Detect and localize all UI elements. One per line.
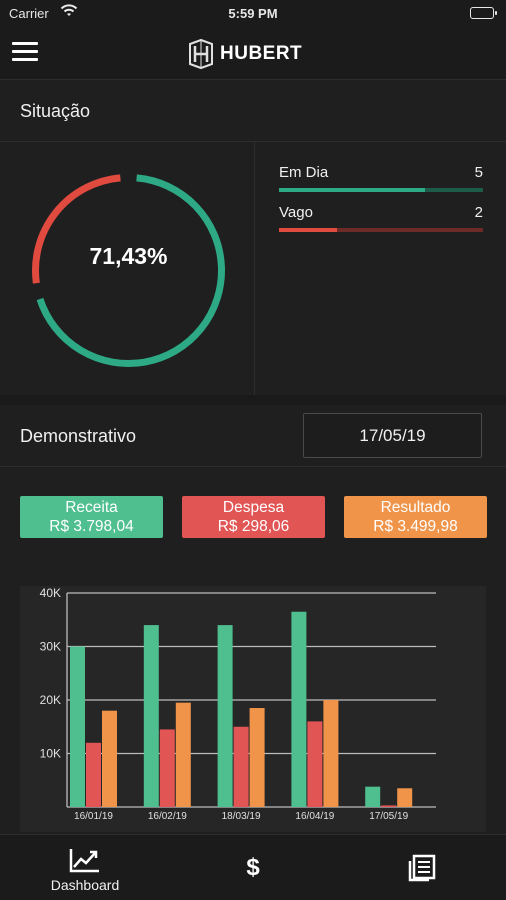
x-tick-label: 16/04/19	[295, 811, 334, 822]
bar-receita-2	[217, 625, 233, 807]
hubert-logo-icon	[189, 38, 213, 70]
bar-receita-1	[143, 625, 159, 807]
bar-despesa-1	[159, 729, 175, 807]
receita-label: Receita	[65, 499, 118, 516]
stat-progress-track	[279, 188, 483, 192]
bar-despesa-0	[86, 742, 101, 807]
bar-chart-svg: 40K 30K 20K 10K 16/01/19 16/02/19 18/03/19 16/0…	[40, 586, 436, 822]
bar-resultado-4	[397, 788, 413, 807]
bar-receita-0	[70, 646, 85, 807]
bar-despesa-4	[381, 805, 397, 807]
bar-resultado-1	[175, 702, 191, 807]
y-tick-label: 20K	[40, 693, 61, 707]
occupancy-donut-chart	[32, 174, 225, 367]
despesa-label: Despesa	[222, 499, 285, 516]
section-divider	[0, 395, 506, 405]
y-tick-label: 30K	[40, 640, 61, 654]
stat-count: 5	[474, 164, 483, 181]
y-tick-label: 10K	[40, 747, 61, 761]
donut-segment-em-dia	[36, 174, 225, 367]
tab-dashboard[interactable]: Dashboard	[25, 835, 145, 900]
nav-bar: HUBERT	[0, 26, 506, 80]
bar-resultado-0	[102, 710, 117, 807]
stat-label: Vago	[279, 204, 313, 221]
demonstrativo-title: Demonstrativo	[20, 426, 137, 446]
situacao-header: Situação	[0, 80, 506, 142]
battery-icon	[470, 7, 497, 19]
donut-segment-vago	[32, 174, 121, 284]
menu-icon[interactable]	[12, 42, 38, 64]
wifi-icon	[60, 4, 78, 21]
occupancy-percent: 71,43%	[89, 243, 168, 269]
bar-resultado-3	[323, 700, 339, 807]
stat-row-em-dia: Em Dia 5	[279, 164, 483, 204]
status-bar: Carrier 5:59 PM	[0, 0, 506, 26]
stat-progress-track	[279, 228, 483, 232]
monthly-bar-chart: 40K 30K 20K 10K 16/01/19 16/02/19 18/03/19 16/0…	[20, 586, 486, 832]
x-tick-label: 17/05/19	[369, 811, 408, 822]
carrier-label: Carrier	[9, 6, 49, 21]
y-tick-label: 40K	[40, 586, 61, 600]
bar-receita-3	[291, 611, 307, 807]
bar-receita-4	[365, 786, 381, 807]
bar-despesa-3	[307, 721, 323, 807]
situacao-title: Situação	[20, 101, 91, 121]
stat-progress-fill	[279, 228, 338, 232]
dollar-icon: $	[246, 854, 260, 881]
receita-summary: Receita R$ 3.798,04	[20, 496, 163, 538]
bar-despesa-2	[233, 726, 249, 807]
stat-progress-fill	[279, 188, 425, 192]
brand-name: HUBERT	[220, 43, 303, 64]
bar-resultado-2	[249, 708, 265, 807]
date-picker[interactable]: 17/05/19	[303, 413, 482, 458]
occupancy-donut-panel: 71,43%	[0, 142, 255, 395]
despesa-value: R$ 298,06	[217, 518, 290, 535]
clock-label: 5:59 PM	[228, 6, 278, 21]
tab-bar: Dashboard $	[0, 834, 506, 900]
resultado-summary: Resultado R$ 3.499,98	[344, 496, 487, 538]
occupancy-stats-panel: Em Dia 5 Vago 2	[255, 142, 506, 395]
despesa-summary: Despesa R$ 298,06	[182, 496, 325, 538]
stat-row-vago: Vago 2	[279, 204, 483, 244]
tab-finance[interactable]: $	[193, 835, 313, 900]
demonstrativo-header: Demonstrativo	[0, 405, 506, 467]
document-list-icon	[408, 854, 436, 882]
app-logo: HUBERT	[186, 38, 302, 70]
stat-label: Em Dia	[279, 164, 329, 181]
tab-reports[interactable]	[362, 835, 482, 900]
x-tick-label: 16/02/19	[148, 811, 187, 822]
x-tick-label: 18/03/19	[222, 811, 261, 822]
receita-value: R$ 3.798,04	[49, 518, 134, 535]
resultado-value: R$ 3.499,98	[373, 518, 458, 535]
resultado-label: Resultado	[380, 499, 451, 516]
stat-count: 2	[474, 204, 483, 221]
chart-line-icon	[69, 849, 99, 873]
tab-dashboard-label: Dashboard	[50, 877, 120, 893]
x-tick-label: 16/01/19	[74, 811, 113, 822]
